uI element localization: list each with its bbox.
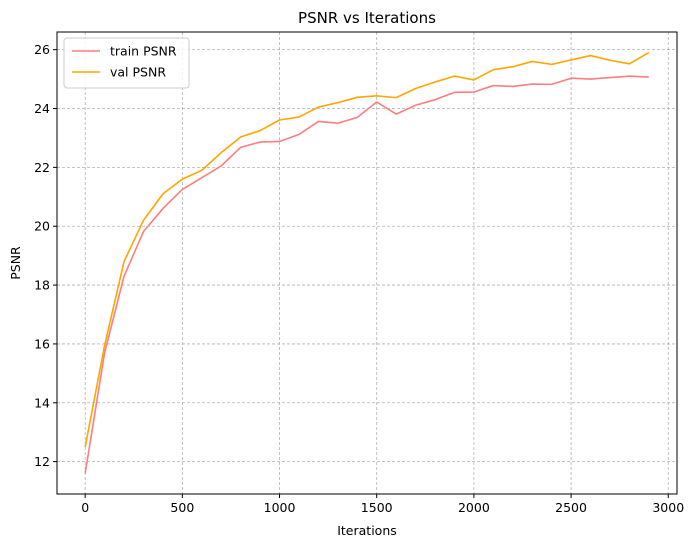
y-tick-label: 14 — [34, 395, 50, 410]
y-tick-label: 22 — [34, 160, 50, 175]
chart-title: PSNR vs Iterations — [298, 9, 436, 27]
x-tick-label: 2000 — [458, 500, 490, 515]
series-line-train-psnr — [84, 75, 649, 474]
grid — [57, 32, 677, 494]
plot-frame — [56, 31, 678, 495]
series-layer — [84, 51, 650, 474]
y-tick-label: 18 — [34, 278, 50, 293]
x-tick-label: 1000 — [264, 500, 296, 515]
y-tick-label: 16 — [34, 336, 50, 351]
x-axis-label: Iterations — [337, 523, 397, 538]
legend-entry: val PSNR — [110, 65, 166, 80]
series-line-val-psnr — [84, 51, 650, 448]
x-tick-label: 2500 — [555, 500, 587, 515]
y-tick-label: 26 — [34, 42, 50, 57]
x-tick-label: 1500 — [361, 500, 393, 515]
x-tick-label: 500 — [170, 500, 194, 515]
y-axis-label: PSNR — [8, 246, 23, 280]
legend-entry: train PSNR — [110, 44, 177, 59]
y-tick-label: 20 — [34, 219, 50, 234]
y-tick-label: 24 — [34, 101, 50, 116]
x-tick-label: 3000 — [652, 500, 684, 515]
x-tick-label: 0 — [81, 500, 89, 515]
y-tick-label: 12 — [34, 454, 50, 469]
legend: train PSNR val PSNR — [63, 37, 190, 89]
ticks: 0 500 1000 1500 2000 2500 3000 12 14 16 18 20 22 24 26 — [34, 42, 684, 515]
